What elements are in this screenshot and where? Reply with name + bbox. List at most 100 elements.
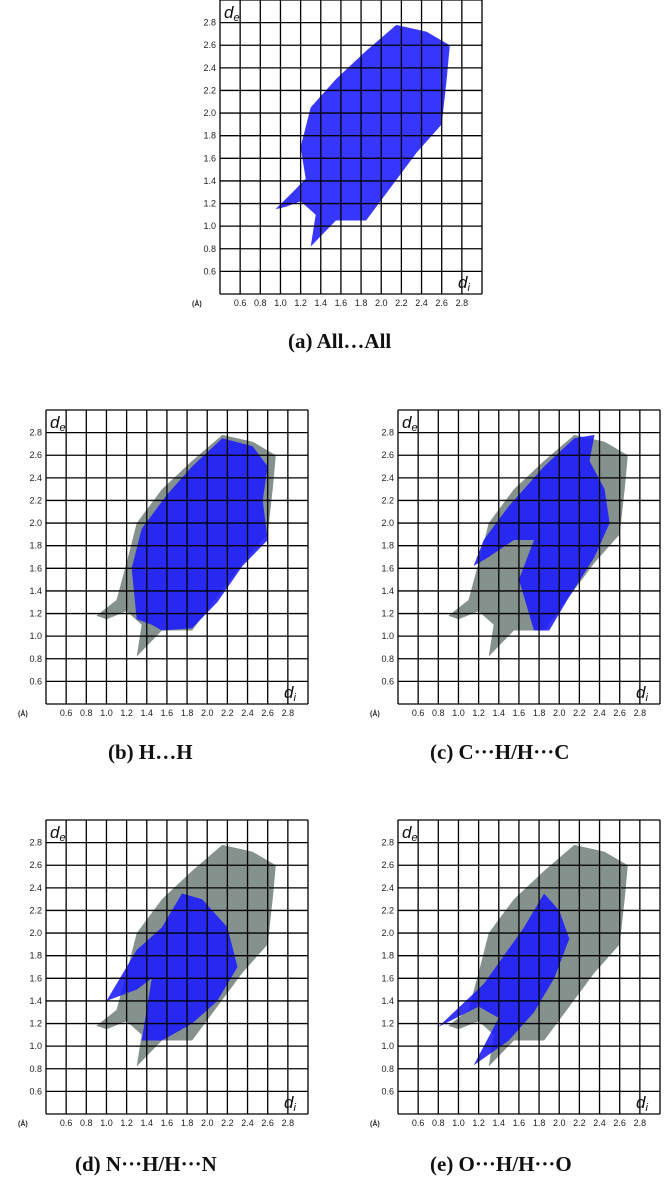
x-tick-label: 1.0 bbox=[100, 708, 113, 718]
y-tick-label: 2.0 bbox=[29, 928, 42, 938]
y-tick-label: 1.2 bbox=[381, 1019, 394, 1029]
x-tick-label: 2.2 bbox=[221, 1118, 234, 1128]
y-tick-label: 2.4 bbox=[29, 883, 42, 893]
x-tick-label: 1.4 bbox=[493, 1118, 506, 1128]
y-tick-label: 1.2 bbox=[29, 1019, 42, 1029]
y-tick-label: 1.8 bbox=[203, 131, 216, 141]
x-tick-label: 1.0 bbox=[452, 708, 465, 718]
x-tick-label: 0.6 bbox=[412, 1118, 425, 1128]
x-tick-label: 1.4 bbox=[141, 708, 154, 718]
x-tick-label: 2.0 bbox=[201, 708, 214, 718]
x-tick-label: 1.4 bbox=[493, 708, 506, 718]
x-tick-label: 2.8 bbox=[634, 708, 647, 718]
x-tick-label: 1.0 bbox=[100, 1118, 113, 1128]
y-axis-label: de bbox=[50, 823, 66, 844]
y-tick-label: 1.4 bbox=[381, 586, 394, 596]
x-tick-label: 1.6 bbox=[513, 708, 526, 718]
y-tick-label: 2.4 bbox=[203, 63, 216, 73]
y-tick-label: 1.0 bbox=[381, 631, 394, 641]
y-tick-label: 1.4 bbox=[381, 996, 394, 1006]
y-tick-label: 1.6 bbox=[29, 563, 42, 573]
x-axis-label: di bbox=[284, 683, 296, 704]
x-tick-label: 0.8 bbox=[254, 298, 267, 308]
y-tick-label: 1.4 bbox=[203, 176, 216, 186]
y-axis-label: de bbox=[402, 823, 418, 844]
y-tick-label: 2.4 bbox=[381, 883, 394, 893]
y-tick-label: 1.2 bbox=[29, 609, 42, 619]
x-tick-label: 1.2 bbox=[120, 1118, 133, 1128]
x-tick-label: 2.0 bbox=[553, 1118, 566, 1128]
highlight-points-region bbox=[473, 434, 610, 631]
x-axis-label-subscript: i bbox=[293, 692, 296, 704]
y-axis-label-subscript: e bbox=[411, 832, 417, 844]
x-tick-label: 2.0 bbox=[375, 298, 388, 308]
y-tick-label: 2.4 bbox=[29, 473, 42, 483]
y-tick-label: 2.2 bbox=[381, 905, 394, 915]
caption-oh: (e) O···H/H···O bbox=[430, 1152, 572, 1176]
y-tick-label: 2.2 bbox=[29, 905, 42, 915]
y-tick-label: 2.6 bbox=[381, 860, 394, 870]
x-tick-label: 2.4 bbox=[241, 1118, 254, 1128]
x-tick-label: 2.2 bbox=[395, 298, 408, 308]
y-tick-label: 1.8 bbox=[381, 951, 394, 961]
y-tick-label: 0.6 bbox=[29, 676, 42, 686]
y-axis-label: de bbox=[50, 413, 66, 434]
x-tick-label: 2.6 bbox=[435, 298, 448, 308]
y-tick-label: 2.8 bbox=[381, 428, 394, 438]
y-tick-label: 0.6 bbox=[29, 1086, 42, 1096]
plot-2-svg: 0.6 0.8 1.0 1.2 1.4 1.6 1.8 2.0 2.2 2.4 2.6 2.8 0.6 0… bbox=[370, 409, 661, 718]
x-tick-label: 1.8 bbox=[181, 1118, 194, 1128]
caption-all: (a) All…All bbox=[288, 329, 392, 353]
y-tick-label: 2.6 bbox=[29, 450, 42, 460]
y-tick-label: 1.6 bbox=[381, 563, 394, 573]
x-tick-label: 1.8 bbox=[355, 298, 368, 308]
x-axis-label-subscript: i bbox=[293, 1102, 296, 1114]
y-tick-label: 1.4 bbox=[29, 996, 42, 1006]
x-axis-label: di bbox=[636, 683, 648, 704]
plot-3-svg: 0.6 0.8 1.0 1.2 1.4 1.6 1.8 2.0 2.2 2.4 2.6 2.8 0.6 0… bbox=[18, 819, 309, 1128]
x-tick-label: 1.2 bbox=[120, 708, 133, 718]
fingerprint-plot-hh: 0.6 0.8 1.0 1.2 1.4 1.6 1.8 2.0 2.2 2.4 2.6 2.8 0.6 0… bbox=[14, 409, 324, 722]
x-tick-label: 0.6 bbox=[234, 298, 247, 308]
fingerprint-plot-all: 0.6 0.8 1.0 1.2 1.4 1.6 1.8 2.0 2.2 2.4 2.6 2.8 0.6 0… bbox=[188, 0, 498, 312]
x-tick-label: 1.4 bbox=[315, 298, 328, 308]
plot-1-svg: 0.6 0.8 1.0 1.2 1.4 1.6 1.8 2.0 2.2 2.4 2.6 2.8 0.6 0… bbox=[18, 409, 309, 718]
x-tick-label: 0.6 bbox=[60, 1118, 73, 1128]
highlight-points-region bbox=[438, 893, 570, 1066]
x-tick-label: 0.8 bbox=[80, 708, 93, 718]
x-tick-label: 1.0 bbox=[274, 298, 287, 308]
y-tick-label: 2.4 bbox=[381, 473, 394, 483]
y-tick-label: 2.6 bbox=[203, 40, 216, 50]
y-tick-label: 0.6 bbox=[381, 1086, 394, 1096]
plot-4-svg: 0.6 0.8 1.0 1.2 1.4 1.6 1.8 2.0 2.2 2.4 2.6 2.8 0.6 0… bbox=[370, 819, 661, 1128]
y-tick-label: 0.8 bbox=[29, 1064, 42, 1074]
y-tick-label: 0.6 bbox=[381, 676, 394, 686]
unit-label: (Å) bbox=[18, 709, 28, 718]
y-axis-label-subscript: e bbox=[59, 422, 65, 434]
y-tick-label: 2.2 bbox=[381, 495, 394, 505]
y-tick-label: 0.8 bbox=[203, 244, 216, 254]
y-tick-label: 2.8 bbox=[381, 838, 394, 848]
y-tick-label: 2.0 bbox=[381, 928, 394, 938]
x-tick-label: 0.6 bbox=[60, 708, 73, 718]
x-tick-label: 2.2 bbox=[573, 1118, 586, 1128]
y-tick-label: 1.8 bbox=[29, 951, 42, 961]
x-tick-label: 1.6 bbox=[513, 1118, 526, 1128]
caption-hh: (b) H…H bbox=[108, 740, 193, 764]
y-tick-label: 2.2 bbox=[203, 85, 216, 95]
x-tick-label: 1.6 bbox=[335, 298, 348, 308]
y-tick-label: 0.8 bbox=[381, 1064, 394, 1074]
highlight-points-region bbox=[131, 438, 268, 631]
y-tick-label: 1.0 bbox=[29, 1041, 42, 1051]
x-tick-label: 1.8 bbox=[181, 708, 194, 718]
x-tick-label: 2.8 bbox=[634, 1118, 647, 1128]
y-tick-label: 2.0 bbox=[29, 518, 42, 528]
x-tick-label: 2.2 bbox=[573, 708, 586, 718]
x-tick-label: 2.4 bbox=[593, 1118, 606, 1128]
y-tick-label: 1.6 bbox=[203, 153, 216, 163]
x-tick-label: 1.8 bbox=[533, 708, 546, 718]
x-axis-label-subscript: i bbox=[645, 692, 648, 704]
fingerprint-plot-oh: 0.6 0.8 1.0 1.2 1.4 1.6 1.8 2.0 2.2 2.4 2.6 2.8 0.6 0… bbox=[366, 819, 670, 1132]
y-axis-label-subscript: e bbox=[411, 422, 417, 434]
x-tick-label: 1.4 bbox=[141, 1118, 154, 1128]
